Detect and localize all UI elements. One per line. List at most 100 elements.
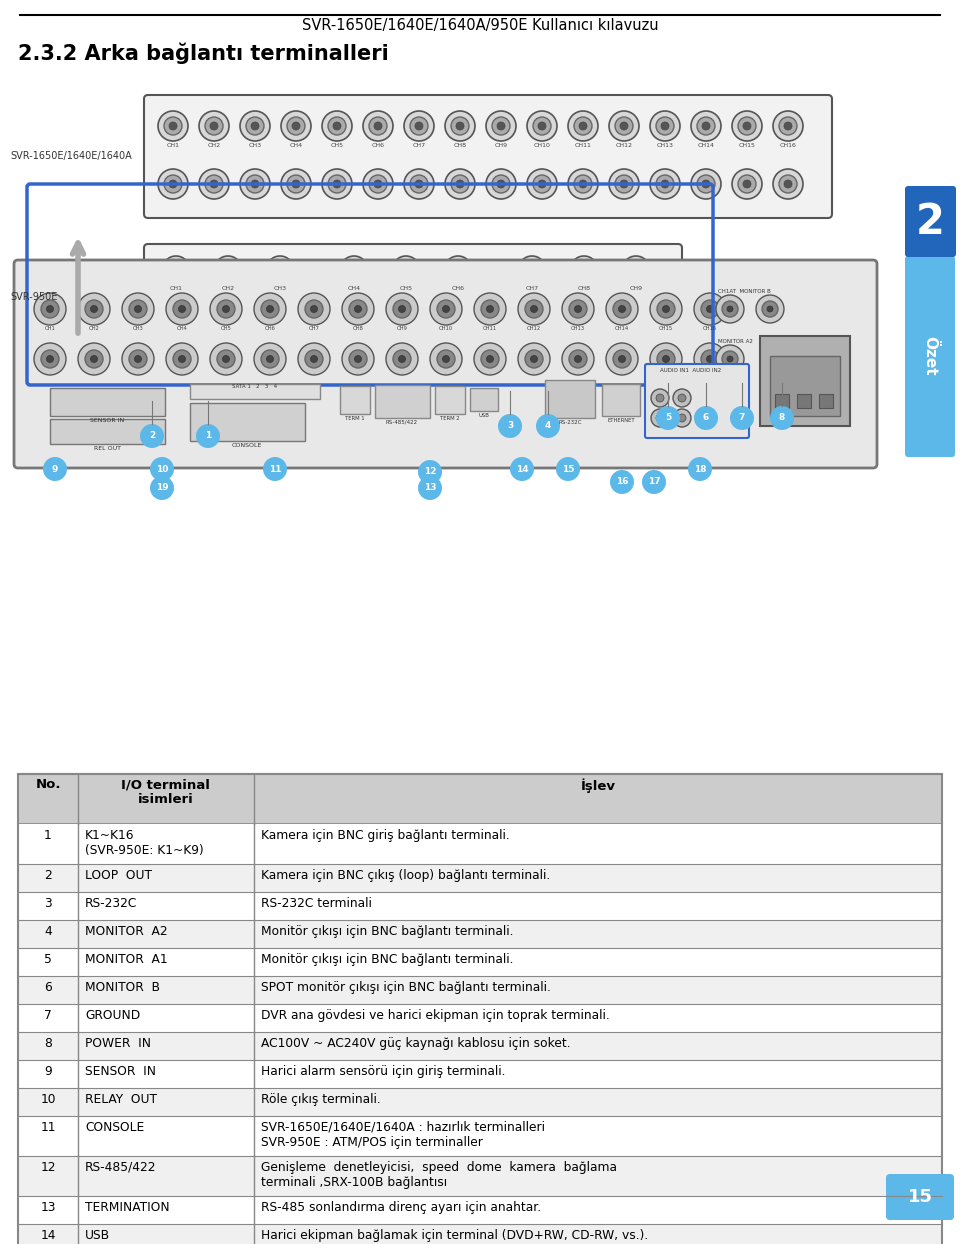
Circle shape xyxy=(574,356,582,362)
Circle shape xyxy=(333,180,341,188)
Circle shape xyxy=(217,300,235,318)
Circle shape xyxy=(398,262,414,277)
Circle shape xyxy=(678,394,686,402)
Circle shape xyxy=(369,117,387,136)
Circle shape xyxy=(533,175,551,193)
Circle shape xyxy=(581,321,588,327)
Circle shape xyxy=(287,117,305,136)
Text: 15: 15 xyxy=(562,464,574,474)
Circle shape xyxy=(454,321,462,327)
Circle shape xyxy=(287,175,305,193)
Circle shape xyxy=(298,294,330,325)
Circle shape xyxy=(691,169,721,199)
Circle shape xyxy=(615,117,633,136)
Text: CH2: CH2 xyxy=(222,286,234,291)
Circle shape xyxy=(618,356,626,362)
Circle shape xyxy=(650,111,680,141)
Text: 12: 12 xyxy=(423,468,436,476)
Circle shape xyxy=(85,350,103,368)
Text: Kamera için BNC giriş bağlantı terminali.: Kamera için BNC giriş bağlantı terminali… xyxy=(260,829,510,842)
Circle shape xyxy=(568,169,598,199)
Circle shape xyxy=(609,169,639,199)
Circle shape xyxy=(456,180,464,188)
Circle shape xyxy=(168,316,184,332)
Circle shape xyxy=(518,256,546,284)
Bar xyxy=(18,948,942,977)
Circle shape xyxy=(743,180,751,188)
Circle shape xyxy=(707,356,713,362)
Bar xyxy=(18,1060,942,1088)
Circle shape xyxy=(129,350,147,368)
Circle shape xyxy=(415,122,423,131)
Circle shape xyxy=(498,414,522,438)
Circle shape xyxy=(346,316,362,332)
Circle shape xyxy=(164,175,182,193)
Circle shape xyxy=(122,294,154,325)
Text: CH8: CH8 xyxy=(578,286,590,291)
Circle shape xyxy=(691,111,721,141)
Text: USB: USB xyxy=(479,413,490,418)
Text: RS-232C terminali: RS-232C terminali xyxy=(260,897,372,911)
Text: Genişleme  denetleyicisi,  speed  dome  kamera  bağlama
terminali ,SRX-100B bağl: Genişleme denetleyicisi, speed dome kame… xyxy=(260,1161,616,1189)
Text: 5: 5 xyxy=(44,953,52,967)
Circle shape xyxy=(486,111,516,141)
Circle shape xyxy=(538,122,546,131)
Circle shape xyxy=(386,294,418,325)
Bar xyxy=(18,1224,942,1244)
Text: CH11: CH11 xyxy=(483,326,497,331)
Circle shape xyxy=(510,457,534,481)
Text: 14: 14 xyxy=(516,464,528,474)
Circle shape xyxy=(622,256,650,284)
Text: CH16: CH16 xyxy=(703,326,717,331)
Circle shape xyxy=(342,294,374,325)
Text: SENSOR IN: SENSOR IN xyxy=(90,418,124,423)
Circle shape xyxy=(656,406,680,430)
Circle shape xyxy=(673,389,691,407)
Circle shape xyxy=(169,122,177,131)
Circle shape xyxy=(651,409,669,427)
Circle shape xyxy=(609,111,639,141)
Circle shape xyxy=(173,350,191,368)
Text: I/O terminal
isimleri: I/O terminal isimleri xyxy=(121,778,210,806)
Text: İşlev: İşlev xyxy=(580,778,615,792)
Circle shape xyxy=(570,310,598,338)
Text: SATA 1   2   3   4: SATA 1 2 3 4 xyxy=(232,384,277,389)
Circle shape xyxy=(697,175,715,193)
Text: 13: 13 xyxy=(423,484,436,493)
Circle shape xyxy=(430,343,462,374)
Text: CH9: CH9 xyxy=(494,143,508,148)
Circle shape xyxy=(569,350,587,368)
Bar xyxy=(340,386,370,414)
Text: CH8: CH8 xyxy=(453,143,467,148)
Text: ETHERNET: ETHERNET xyxy=(607,418,635,423)
Circle shape xyxy=(702,122,710,131)
Circle shape xyxy=(492,117,510,136)
Text: Kamera için BNC çıkış (loop) bağlantı terminali.: Kamera için BNC çıkış (loop) bağlantı te… xyxy=(260,870,550,882)
Circle shape xyxy=(707,306,713,312)
Circle shape xyxy=(620,122,628,131)
Circle shape xyxy=(199,111,229,141)
Text: 2.3.2 Arka bağlantı terminalleri: 2.3.2 Arka bağlantı terminalleri xyxy=(18,42,389,63)
Circle shape xyxy=(398,306,405,312)
Text: CH6: CH6 xyxy=(451,286,465,291)
Circle shape xyxy=(662,306,669,312)
Circle shape xyxy=(281,169,311,199)
Circle shape xyxy=(574,175,592,193)
Circle shape xyxy=(568,111,598,141)
Text: CH1: CH1 xyxy=(166,143,180,148)
Circle shape xyxy=(122,343,154,374)
Text: CH1: CH1 xyxy=(170,286,182,291)
Circle shape xyxy=(451,175,469,193)
Circle shape xyxy=(628,316,644,332)
Circle shape xyxy=(574,306,582,312)
Circle shape xyxy=(205,175,223,193)
Circle shape xyxy=(701,300,719,318)
Text: CH14: CH14 xyxy=(614,326,629,331)
Circle shape xyxy=(272,262,288,277)
Circle shape xyxy=(251,122,259,131)
Circle shape xyxy=(451,117,469,136)
Bar xyxy=(18,865,942,892)
Text: TERMINATION: TERMINATION xyxy=(85,1200,170,1214)
Circle shape xyxy=(78,294,110,325)
Circle shape xyxy=(41,350,59,368)
